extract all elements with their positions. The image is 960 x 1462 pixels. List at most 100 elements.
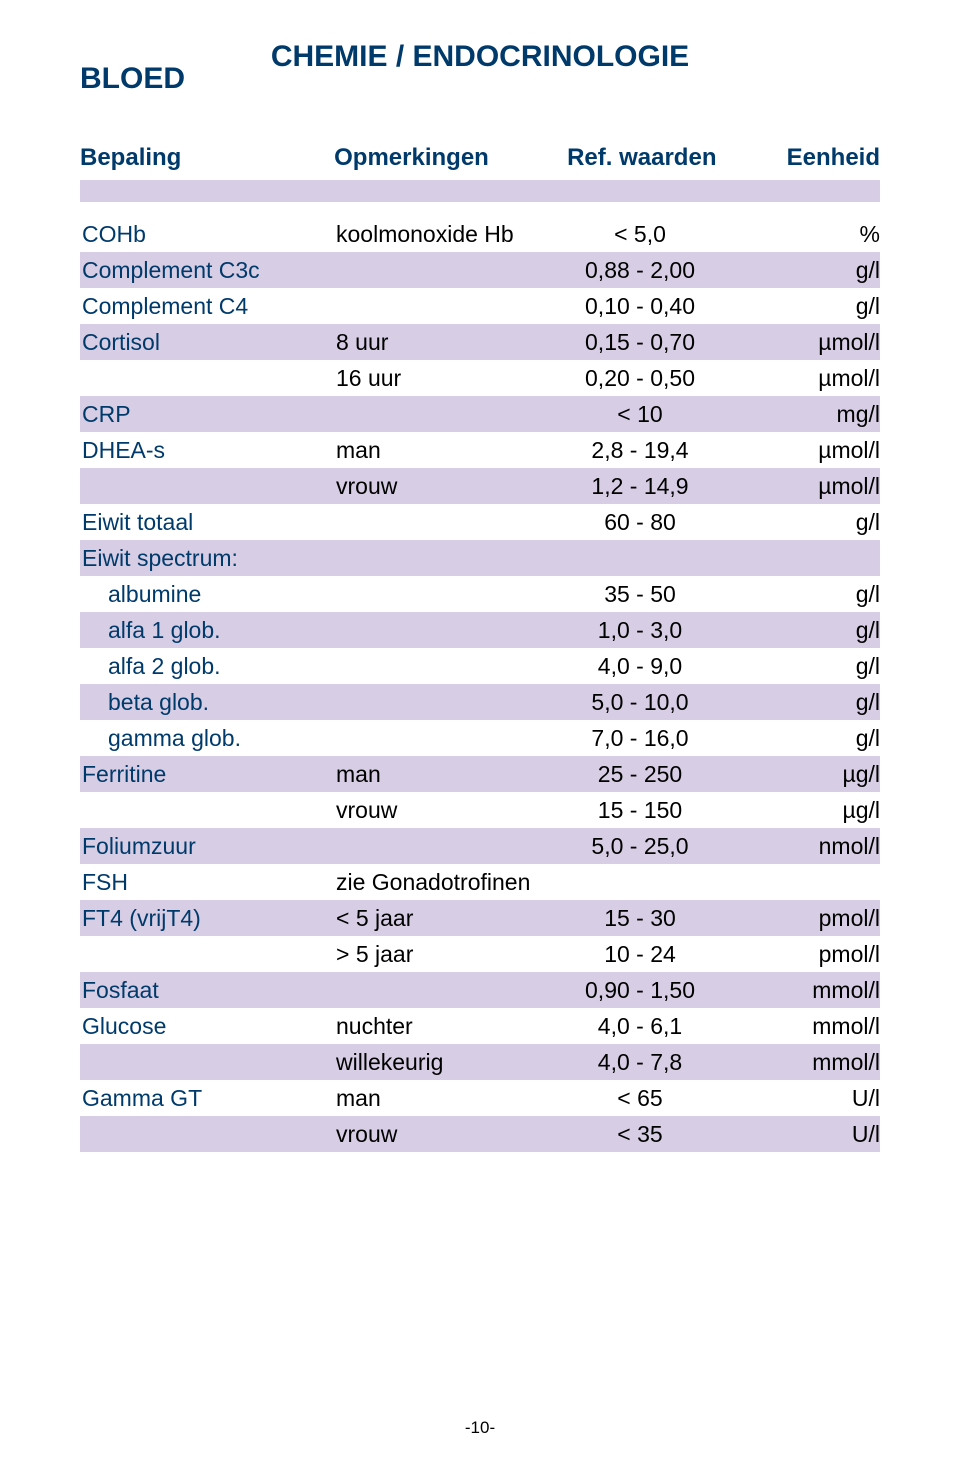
table-cell: 0,88 - 2,00 (540, 252, 740, 288)
table-cell: 35 - 50 (540, 576, 740, 612)
table-cell: 0,90 - 1,50 (540, 972, 740, 1008)
table-cell: nuchter (330, 1008, 540, 1044)
table-cell: % (740, 216, 880, 252)
table-cell: 16 uur (330, 360, 540, 396)
page: BLOED CHEMIE / ENDOCRINOLOGIE Bepaling O… (0, 0, 960, 1462)
table-cell: U/l (740, 1116, 880, 1152)
table-cell: 15 - 30 (540, 900, 740, 936)
table-cell: Cortisol (80, 324, 330, 360)
table-cell (540, 540, 740, 576)
table-cell: Eiwit totaal (80, 504, 330, 540)
table-row: Fosfaat0,90 - 1,50mmol/l (80, 972, 880, 1008)
table-cell (330, 540, 540, 576)
table-cell: vrouw (330, 468, 540, 504)
table-cell: Complement C4 (80, 288, 330, 324)
table-cell: COHb (80, 216, 330, 252)
table-cell: < 65 (540, 1080, 740, 1116)
table-row: Gamma GTman< 65U/l (80, 1080, 880, 1116)
table-cell: 10 - 24 (540, 936, 740, 972)
table-cell: man (330, 432, 540, 468)
table-cell: Complement C3c (80, 252, 330, 288)
table-cell: < 5 jaar (330, 900, 540, 936)
table-cell: pmol/l (740, 900, 880, 936)
table-cell: 5,0 - 25,0 (540, 828, 740, 864)
table-cell: g/l (740, 576, 880, 612)
table-cell: vrouw (330, 792, 540, 828)
table-cell (80, 792, 330, 828)
page-number: -10- (0, 1418, 960, 1438)
table-cell: µmol/l (740, 324, 880, 360)
table-cell: nmol/l (740, 828, 880, 864)
table-cell: mmol/l (740, 1008, 880, 1044)
table-cell: alfa 1 glob. (80, 612, 330, 648)
table-cell (330, 684, 540, 720)
table-cell: Foliumzuur (80, 828, 330, 864)
table-row: albumine 35 - 50g/l (80, 576, 880, 612)
table-row: Foliumzuur 5,0 - 25,0nmol/l (80, 828, 880, 864)
table-cell: gamma glob. (80, 720, 330, 756)
table-cell: alfa 2 glob. (80, 648, 330, 684)
table-cell (330, 396, 540, 432)
table-cell: man (330, 1080, 540, 1116)
table-cell: g/l (740, 288, 880, 324)
table-cell: µmol/l (740, 360, 880, 396)
table-cell: CRP (80, 396, 330, 432)
table-cell (740, 864, 880, 900)
table-cell (80, 1116, 330, 1152)
table-cell: U/l (740, 1080, 880, 1116)
table-cell: willekeurig (330, 1044, 540, 1080)
table-row: 16 uur0,20 - 0,50µmol/l (80, 360, 880, 396)
col-refwaarden: Ref. waarden (543, 144, 742, 172)
table-cell (330, 612, 540, 648)
table-cell: Gamma GT (80, 1080, 330, 1116)
table-cell: 7,0 - 16,0 (540, 720, 740, 756)
table-row: FSHzie Gonadotrofinen (80, 864, 880, 900)
table-row: vrouw1,2 - 14,9µmol/l (80, 468, 880, 504)
table-cell: g/l (740, 684, 880, 720)
table-cell: Ferritine (80, 756, 330, 792)
table-cell (330, 252, 540, 288)
table-cell (330, 972, 540, 1008)
table-cell: < 10 (540, 396, 740, 432)
table-cell: 2,8 - 19,4 (540, 432, 740, 468)
table-row: gamma glob.7,0 - 16,0g/l (80, 720, 880, 756)
table-cell: 4,0 - 7,8 (540, 1044, 740, 1080)
table-cell: < 35 (540, 1116, 740, 1152)
table-cell: 5,0 - 10,0 (540, 684, 740, 720)
table-cell: 4,0 - 6,1 (540, 1008, 740, 1044)
table-cell (740, 540, 880, 576)
table-cell: g/l (740, 504, 880, 540)
table-cell: Fosfaat (80, 972, 330, 1008)
table-row: Eiwit spectrum: (80, 540, 880, 576)
table-cell: 25 - 250 (540, 756, 740, 792)
table-cell (540, 864, 740, 900)
table-cell: 15 - 150 (540, 792, 740, 828)
table-cell: FT4 (vrijT4) (80, 900, 330, 936)
table-row: Glucosenuchter4,0 - 6,1mmol/l (80, 1008, 880, 1044)
table-cell: FSH (80, 864, 330, 900)
table-row: FT4 (vrijT4)< 5 jaar15 - 30pmol/l (80, 900, 880, 936)
table-cell: > 5 jaar (330, 936, 540, 972)
table-cell: vrouw (330, 1116, 540, 1152)
table-cell: zie Gonadotrofinen (330, 864, 540, 900)
table-cell: 0,20 - 0,50 (540, 360, 740, 396)
spacer-row (80, 180, 880, 216)
table-cell (80, 936, 330, 972)
table-row: Complement C40,10 - 0,40g/l (80, 288, 880, 324)
table-cell: < 5,0 (540, 216, 740, 252)
table-row: Ferritineman25 - 250µg/l (80, 756, 880, 792)
table-row: alfa 2 glob.4,0 - 9,0g/l (80, 648, 880, 684)
table-row: Eiwit totaal60 - 80g/l (80, 504, 880, 540)
table-cell: koolmonoxide Hb (330, 216, 540, 252)
category-title: CHEMIE / ENDOCRINOLOGIE (210, 40, 750, 74)
table-row: COHbkoolmonoxide Hb< 5,0% (80, 216, 880, 252)
table-cell (330, 828, 540, 864)
table-row: CRP< 10mg/l (80, 396, 880, 432)
table-cell (330, 504, 540, 540)
table-cell: albumine (80, 576, 330, 612)
data-table: COHbkoolmonoxide Hb< 5,0%Complement C3c0… (80, 180, 880, 1152)
table-row: vrouw< 35U/l (80, 1116, 880, 1152)
page-header: BLOED CHEMIE / ENDOCRINOLOGIE (80, 40, 880, 104)
table-row: beta glob.5,0 - 10,0g/l (80, 684, 880, 720)
col-eenheid: Eenheid (741, 144, 880, 172)
